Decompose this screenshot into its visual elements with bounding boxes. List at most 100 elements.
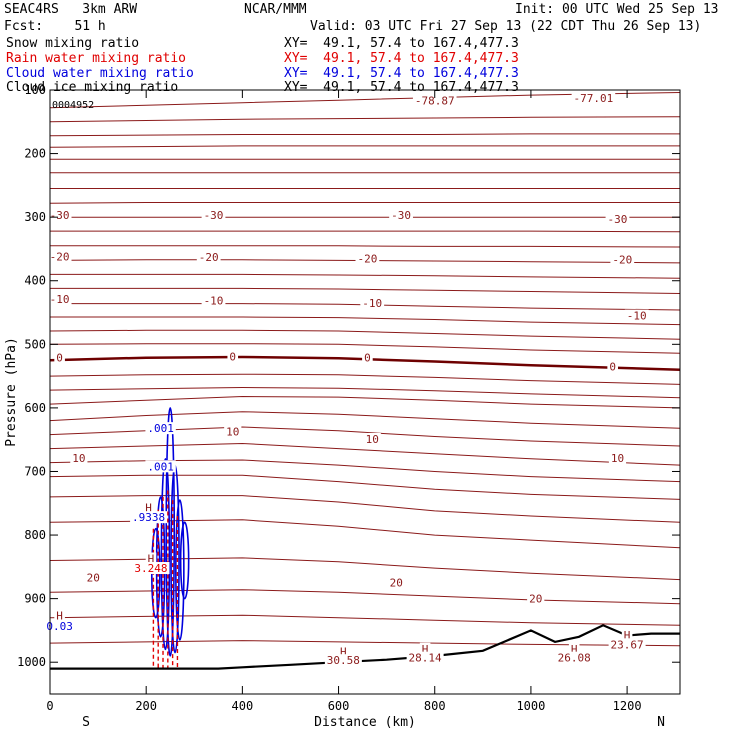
contour-label-bg bbox=[555, 651, 593, 664]
contour-label: 20 bbox=[529, 593, 542, 606]
field-snow-label: Snow mixing ratio bbox=[6, 36, 140, 51]
contour-label-bg bbox=[47, 209, 72, 222]
contour-label-bg bbox=[201, 209, 226, 222]
temperature-contour bbox=[49, 116, 681, 123]
temperature-contour bbox=[49, 589, 681, 605]
contour-label-bg bbox=[44, 619, 75, 632]
contour-label-bg bbox=[145, 552, 157, 565]
contour-label-bg bbox=[47, 293, 72, 306]
y-tick-label: 300 bbox=[24, 210, 46, 224]
contour-label-bg bbox=[227, 350, 239, 363]
contour-label: 10 bbox=[366, 433, 379, 446]
contour-label: -10 bbox=[204, 294, 224, 307]
y-tick-label: 200 bbox=[24, 147, 46, 161]
contour-label-bg bbox=[324, 654, 362, 667]
cloud-water-contour bbox=[160, 457, 171, 651]
direction-north: N bbox=[657, 715, 665, 730]
contour-label: .9338 bbox=[132, 511, 165, 524]
field-rain-label: Rain water mixing ratio bbox=[6, 51, 187, 66]
contour-label: 10 bbox=[611, 452, 624, 465]
temperature-contour bbox=[49, 614, 681, 626]
contour-label-bg bbox=[624, 309, 649, 322]
contour-label: -20 bbox=[199, 251, 219, 264]
contour-label: -10 bbox=[627, 310, 647, 323]
contour-label-bg bbox=[389, 209, 413, 222]
cloud-water-contour bbox=[179, 521, 190, 600]
contour-label: 0 bbox=[609, 360, 616, 373]
y-tick-label: 400 bbox=[24, 274, 46, 288]
contour-label-bg bbox=[621, 628, 633, 641]
temperature-contour bbox=[50, 303, 681, 311]
x-tick-label: 400 bbox=[232, 699, 254, 713]
x-tick-label: 600 bbox=[328, 699, 350, 713]
contour-label: H bbox=[148, 552, 155, 565]
contour-label-bg bbox=[130, 511, 168, 524]
contour-label-bg bbox=[412, 94, 457, 107]
x-tick-label: 1000 bbox=[516, 699, 545, 713]
temperature-contour bbox=[49, 411, 681, 429]
init-label: Init: 00 UTC Wed 25 Sep 13 bbox=[515, 2, 719, 17]
x-tick-label: 200 bbox=[135, 699, 157, 713]
contour-label: 10 bbox=[226, 425, 239, 438]
contour-label-bg bbox=[143, 501, 154, 514]
contour-label: H bbox=[422, 643, 429, 656]
contour-label: -78.87 bbox=[415, 95, 455, 108]
contour-label-bg bbox=[419, 642, 431, 655]
temperature-contour bbox=[49, 259, 681, 264]
contour-label-bg bbox=[54, 351, 65, 364]
contour-label-bg bbox=[363, 432, 381, 445]
contour-label: 10 bbox=[72, 452, 85, 465]
y-tick-label: 600 bbox=[24, 401, 46, 415]
temperature-contour bbox=[49, 386, 681, 399]
contour-label: .001 bbox=[147, 460, 174, 473]
field-cloud-water-label: Cloud water mixing ratio bbox=[6, 66, 194, 81]
contour-label-bg bbox=[607, 360, 618, 373]
model-label: SEAC4RS 3km ARW bbox=[4, 2, 138, 17]
contour-label: 20 bbox=[87, 572, 100, 585]
contour-label-bg bbox=[360, 296, 385, 309]
contour-label-bg bbox=[605, 212, 630, 225]
contour-label: 30.58 bbox=[327, 654, 360, 667]
contour-label: 3.248 bbox=[134, 562, 167, 575]
temperature-contour bbox=[50, 316, 681, 326]
y-tick-label: 100 bbox=[24, 83, 46, 97]
temperature-contour bbox=[49, 495, 681, 523]
temperature-contour bbox=[49, 329, 681, 340]
contour-label-bg bbox=[145, 422, 176, 435]
temperature-contour bbox=[49, 459, 681, 483]
contour-label: H bbox=[145, 502, 152, 515]
contour-label-bg bbox=[224, 425, 242, 438]
contour-label: -30 bbox=[608, 213, 628, 226]
contour-label: 0 bbox=[364, 352, 371, 365]
field-snow-xy: XY= 49.1, 57.4 to 167.4,477.3 bbox=[284, 36, 519, 51]
contour-label: -10 bbox=[362, 297, 382, 310]
contour-label: -77.01 bbox=[574, 92, 614, 105]
field-cloud-water-xy: XY= 49.1, 57.4 to 167.4,477.3 bbox=[284, 66, 519, 81]
contour-label-bg bbox=[406, 651, 444, 664]
cloud-water-contour bbox=[175, 499, 185, 641]
plot-frame bbox=[49, 89, 681, 695]
x-axis-label: Distance (km) bbox=[314, 715, 416, 730]
top-small-label: 0004952 bbox=[52, 100, 94, 111]
contour-label-bg bbox=[132, 562, 170, 575]
contour-labels: -77.01 -78.87 -30 -30 -30 -30 -20 -20 -20 -20 -10 -… bbox=[44, 92, 649, 667]
contour-label-bg bbox=[608, 452, 627, 465]
field-cloud-ice-label: Cloud ice mixing ratio bbox=[6, 80, 179, 95]
x-tick-label: 1200 bbox=[613, 699, 642, 713]
temperature-contour bbox=[49, 373, 681, 385]
contour-label: -30 bbox=[204, 209, 224, 222]
temperature-contour bbox=[50, 230, 681, 233]
contour-label: -20 bbox=[50, 250, 70, 263]
y-tick-label: 800 bbox=[24, 528, 46, 542]
contour-label-bg bbox=[54, 609, 65, 622]
contour-label: H bbox=[571, 643, 578, 656]
moisture-contours bbox=[151, 407, 190, 669]
temperature-contour bbox=[49, 145, 680, 148]
y-tick-label: 500 bbox=[24, 337, 46, 351]
contour-label-bg bbox=[196, 251, 221, 264]
temperature-contour bbox=[49, 395, 681, 409]
contour-label-bg bbox=[568, 642, 580, 655]
valid-label: Valid: 03 UTC Fri 27 Sep 13 (22 CDT Thu … bbox=[310, 19, 702, 34]
contour-label-bg bbox=[527, 592, 545, 605]
